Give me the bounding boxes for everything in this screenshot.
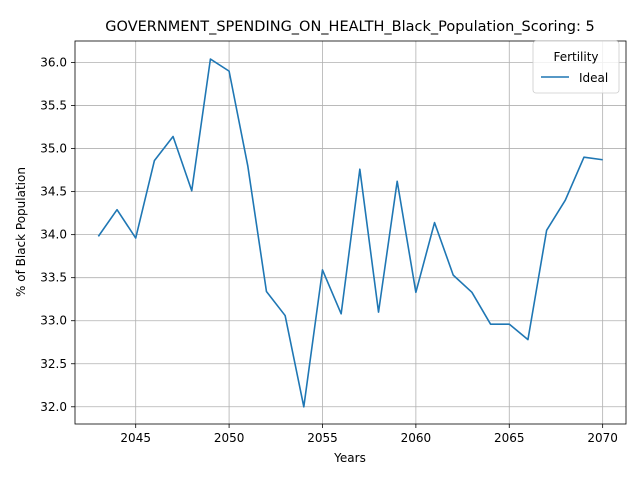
plot-area-frame	[74, 40, 627, 425]
grid-lines	[75, 41, 626, 424]
y-tick-label: 32.0	[40, 400, 67, 414]
legend-label: Ideal	[579, 71, 608, 85]
legend-title: Fertility	[553, 50, 598, 64]
y-tick-label: 34.5	[40, 185, 67, 199]
x-axis-label: Years	[333, 451, 366, 465]
y-tick-label: 32.5	[40, 357, 67, 371]
y-tick-label: 33.5	[40, 271, 67, 285]
y-tick-label: 35.5	[40, 99, 67, 113]
series-lines	[97, 58, 603, 408]
x-tick-label: 2070	[587, 431, 618, 445]
legend: Fertility Ideal	[532, 40, 620, 94]
y-tick-label: 33.0	[40, 314, 67, 328]
x-tick-label: 2050	[214, 431, 245, 445]
x-axis: 2045 2050 2055 2060 2065 2070	[120, 424, 618, 445]
x-tick-label: 2055	[307, 431, 338, 445]
y-tick-label: 36.0	[40, 56, 67, 70]
y-axis-label: % of Black Population	[14, 167, 28, 297]
x-tick-label: 2060	[401, 431, 432, 445]
chart-title: GOVERNMENT_SPENDING_ON_HEALTH_Black_Popu…	[105, 19, 594, 35]
y-tick-label: 35.0	[40, 142, 67, 156]
y-axis: 32.0 32.5 33.0 33.5 34.0 34.5 35.0 35.5 36.0	[40, 56, 75, 414]
x-tick-label: 2045	[120, 431, 151, 445]
x-tick-label: 2065	[494, 431, 525, 445]
legend-frame	[532, 40, 620, 94]
series-line-ideal	[97, 58, 603, 408]
y-tick-label: 34.0	[40, 228, 67, 242]
